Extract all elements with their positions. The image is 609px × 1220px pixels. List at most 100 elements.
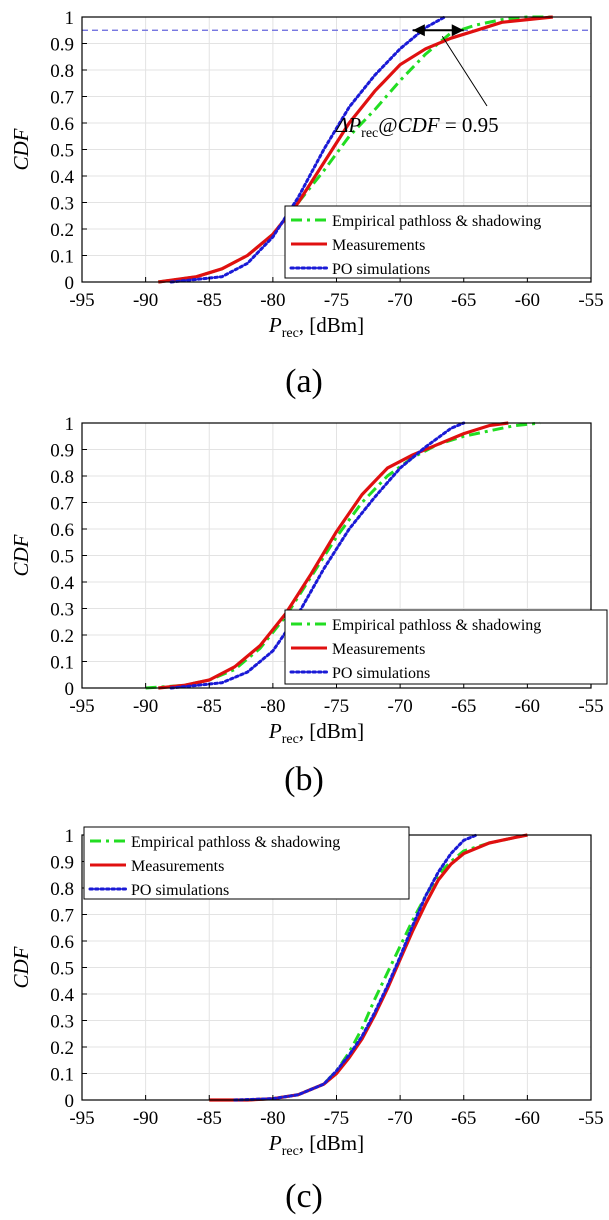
y-tick-label: 0.6	[50, 932, 74, 953]
annotation-leader	[441, 35, 488, 107]
x-axis-symbol: P	[268, 719, 282, 743]
legend-label-3: PO simulations	[131, 882, 229, 899]
x-tick-label: -90	[133, 696, 158, 717]
y-tick-label: 0.9	[50, 441, 74, 462]
x-tick-label: -60	[515, 1108, 540, 1129]
delta-arrow-head-right	[451, 24, 464, 37]
y-tick-label: 0.3	[50, 194, 74, 215]
legend-label-2: Measurements	[332, 237, 425, 254]
y-tick-label: 0.5	[50, 141, 74, 162]
x-axis-label: Prec, [dBm]	[268, 719, 364, 747]
annotation-text: ΔPrec@CDF = 0.95	[335, 113, 499, 141]
y-tick-label: 0.4	[50, 573, 74, 594]
y-tick-label: 0.3	[50, 600, 74, 621]
y-tick-label: 1	[65, 414, 75, 435]
x-axis-symbol: P	[268, 1131, 282, 1155]
y-tick-label: 0.2	[50, 1038, 74, 1059]
panel-label: (a)	[285, 363, 323, 400]
x-tick-label: -75	[324, 290, 349, 311]
chart-panel-1: ΔPrec@CDF = 0.95-95 -90 -85 -80 -75 -70 -65 -60…	[9, 8, 604, 400]
y-tick-label: 0	[65, 679, 75, 700]
legend-label-1: Empirical pathloss & shadowing	[332, 213, 541, 230]
legend: Empirical pathloss & shadowing Measuremen…	[284, 205, 592, 279]
legend: Empirical pathloss & shadowing Measuremen…	[83, 826, 410, 900]
y-tick-label: 0.6	[50, 114, 74, 135]
y-tick-label: 0.6	[50, 520, 74, 541]
x-tick-label: -70	[387, 1108, 412, 1129]
x-tick-label: -75	[324, 1108, 349, 1129]
legend-box	[284, 205, 592, 279]
y-tick-label: 0.9	[50, 853, 74, 874]
series-line-3	[233, 833, 478, 1102]
x-tick-label: -65	[451, 1108, 476, 1129]
legend-box	[83, 826, 410, 900]
x-tick-label: -55	[578, 290, 603, 311]
annotation-cdf: CDF	[398, 113, 440, 137]
x-tick-label: -95	[69, 290, 94, 311]
x-axis-subscript: rec	[282, 1144, 299, 1159]
delta-arrow-head-left	[412, 24, 425, 37]
y-tick-label: 0.9	[50, 35, 74, 56]
x-tick-label: -55	[578, 696, 603, 717]
x-tick-label: -85	[197, 290, 222, 311]
x-tick-label: -85	[197, 1108, 222, 1129]
x-tick-label: -95	[69, 696, 94, 717]
x-tick-label: -65	[451, 696, 476, 717]
y-tick-label: 0	[65, 273, 75, 294]
y-tick-label: 0.5	[50, 959, 74, 980]
x-axis-subscript: rec	[282, 326, 299, 341]
x-tick-label: -60	[515, 696, 540, 717]
legend-label-3: PO simulations	[332, 665, 430, 682]
x-tick-label: -90	[133, 1108, 158, 1129]
x-tick-label: -75	[324, 696, 349, 717]
y-axis-label: CDF	[9, 534, 33, 576]
x-tick-label: -55	[578, 1108, 603, 1129]
y-tick-label: 0.5	[50, 547, 74, 568]
x-axis-unit: , [dBm]	[299, 1131, 364, 1155]
x-axis-label: Prec, [dBm]	[268, 313, 364, 341]
y-tick-label: 0.7	[50, 494, 74, 515]
y-tick-label: 0.8	[50, 61, 74, 82]
series-line-3	[169, 15, 447, 284]
x-tick-label: -80	[260, 696, 285, 717]
annotation-delta-p: ΔP	[335, 113, 361, 137]
y-tick-label: 0.1	[50, 1065, 74, 1086]
y-tick-label: 0.8	[50, 467, 74, 488]
annotation-at: @	[378, 113, 397, 137]
y-tick-label: 1	[65, 8, 75, 29]
y-tick-label: 0	[65, 1091, 75, 1112]
legend-box	[284, 609, 608, 685]
x-tick-label: -70	[387, 290, 412, 311]
x-axis-label: Prec, [dBm]	[268, 1131, 364, 1159]
x-tick-label: -65	[451, 290, 476, 311]
x-tick-label: -85	[197, 696, 222, 717]
x-tick-label: -70	[387, 696, 412, 717]
series-line-2	[158, 421, 509, 690]
legend-label-1: Empirical pathloss & shadowing	[332, 617, 541, 634]
x-axis-subscript: rec	[282, 732, 299, 747]
y-tick-label: 0.1	[50, 653, 74, 674]
x-tick-label: -80	[260, 290, 285, 311]
y-tick-label: 0.7	[50, 906, 74, 927]
annotation-subscript: rec	[361, 126, 378, 141]
y-tick-label: 0.3	[50, 1012, 74, 1033]
x-axis-unit: , [dBm]	[299, 313, 364, 337]
y-tick-label: 0.4	[50, 167, 74, 188]
y-tick-label: 0.7	[50, 88, 74, 109]
chart-panel-2: -95 -90 -85 -80 -75 -70 -65 -60 -55 0 0.1 0.2 0.3 0.4…	[9, 414, 608, 798]
legend: Empirical pathloss & shadowing Measuremen…	[284, 609, 608, 685]
legend-label-2: Measurements	[131, 858, 224, 875]
panel-label: (b)	[284, 761, 324, 798]
x-tick-label: -90	[133, 290, 158, 311]
y-axis-label: CDF	[9, 946, 33, 988]
x-tick-label: -95	[69, 1108, 94, 1129]
annotation-value: = 0.95	[440, 113, 499, 137]
y-tick-label: 0.8	[50, 879, 74, 900]
legend-label-3: PO simulations	[332, 261, 430, 278]
chart-panel-3: -95 -90 -85 -80 -75 -70 -65 -60 -55 0 0.1 0.2 0.3 0.4…	[9, 826, 604, 1215]
series-line-2	[158, 15, 553, 284]
y-tick-label: 1	[65, 826, 75, 847]
panel-label: (c)	[285, 1178, 323, 1215]
y-tick-label: 0.2	[50, 626, 74, 647]
